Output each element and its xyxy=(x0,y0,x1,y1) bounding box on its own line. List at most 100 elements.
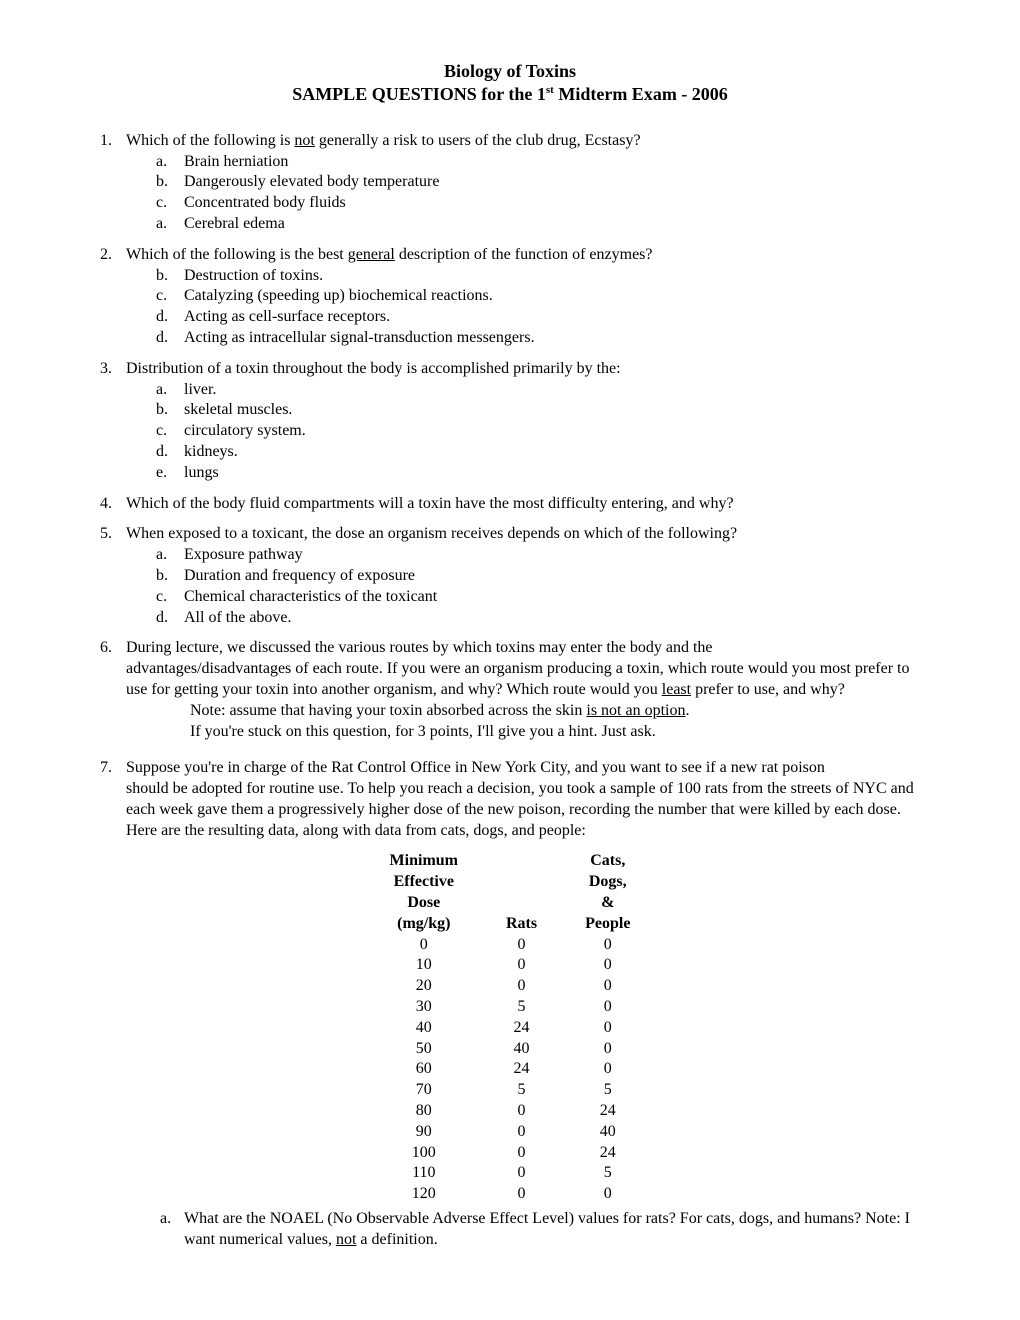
q2-option-b: c.Catalyzing (speeding up) biochemical r… xyxy=(156,286,920,307)
q3-opt-e-text: lungs xyxy=(184,463,219,484)
q3-opt-a-label: a. xyxy=(156,380,184,401)
question-5-text: When exposed to a toxicant, the dose an … xyxy=(126,524,920,545)
table-row: 60240 xyxy=(366,1059,655,1080)
q2-text-underline: general xyxy=(348,246,395,263)
th-cats-l2: Dogs, xyxy=(589,873,627,890)
cell-cats: 0 xyxy=(561,1039,654,1060)
th-dose-l3: Dose xyxy=(407,894,440,911)
cell-cats: 5 xyxy=(561,1163,654,1184)
table-row: 40240 xyxy=(366,1018,655,1039)
q2-opt-d-label: d. xyxy=(156,328,184,349)
subtitle-part-b: Midterm Exam - 2006 xyxy=(554,84,728,104)
question-3-number: 3. xyxy=(100,359,126,484)
q3-option-c: c.circulatory system. xyxy=(156,421,920,442)
cell-dose: 100 xyxy=(366,1143,482,1164)
q6-note1: Note: assume that having your toxin abso… xyxy=(190,701,920,722)
cell-dose: 60 xyxy=(366,1059,482,1080)
q5-opt-d-label: d. xyxy=(156,608,184,629)
cell-rats: 0 xyxy=(482,1122,561,1143)
question-5-number: 5. xyxy=(100,524,126,628)
question-2: 2. Which of the following is the best ge… xyxy=(100,245,920,349)
question-1-text: Which of the following is not generally … xyxy=(126,131,920,152)
q3-option-a: a.liver. xyxy=(156,380,920,401)
cell-rats: 5 xyxy=(482,997,561,1018)
q1-opt-d-label: a. xyxy=(156,214,184,235)
cell-cats: 0 xyxy=(561,1018,654,1039)
q6-line1: During lecture, we discussed the various… xyxy=(126,638,920,659)
cell-cats: 0 xyxy=(561,976,654,997)
table-row: 80024 xyxy=(366,1101,655,1122)
table-row: 90040 xyxy=(366,1122,655,1143)
q2-opt-c-text: Acting as cell-surface receptors. xyxy=(184,307,390,328)
q1-text-a: Which of the following is xyxy=(126,132,294,149)
cell-cats: 0 xyxy=(561,955,654,976)
subtitle-part-a: SAMPLE QUESTIONS for the 1 xyxy=(292,84,546,104)
cell-cats: 0 xyxy=(561,997,654,1018)
question-6: 6. During lecture, we discussed the vari… xyxy=(100,638,920,659)
q3-opt-c-label: c. xyxy=(156,421,184,442)
q1-text-b: generally a risk to users of the club dr… xyxy=(315,132,641,149)
q3-opt-b-text: skeletal muscles. xyxy=(184,400,292,421)
cell-dose: 30 xyxy=(366,997,482,1018)
table-header-rats: Rats xyxy=(482,851,561,934)
q6-line2-b: prefer to use, and why? xyxy=(691,681,845,698)
q3-opt-c-text: circulatory system. xyxy=(184,421,306,442)
cell-rats: 24 xyxy=(482,1059,561,1080)
cell-cats: 5 xyxy=(561,1080,654,1101)
question-7-number: 7. xyxy=(100,758,126,779)
q1-option-d: a.Cerebral edema xyxy=(156,214,920,235)
cell-rats: 0 xyxy=(482,1143,561,1164)
q2-opt-c-label: d. xyxy=(156,307,184,328)
q5-opt-c-text: Chemical characteristics of the toxicant xyxy=(184,587,437,608)
cell-rats: 0 xyxy=(482,1163,561,1184)
q5-opt-b-label: b. xyxy=(156,566,184,587)
cell-dose: 70 xyxy=(366,1080,482,1101)
question-3-text: Distribution of a toxin throughout the b… xyxy=(126,359,920,380)
q6-line2: advantages/disadvantages of each route. … xyxy=(126,659,920,701)
q7-sub-a: a. What are the NOAEL (No Observable Adv… xyxy=(160,1209,920,1251)
cell-dose: 50 xyxy=(366,1039,482,1060)
q5-opt-c-label: c. xyxy=(156,587,184,608)
q7-line1: Suppose you're in charge of the Rat Cont… xyxy=(126,758,920,779)
cell-cats: 0 xyxy=(561,1184,654,1205)
q2-option-a: b.Destruction of toxins. xyxy=(156,266,920,287)
table-row: 11005 xyxy=(366,1163,655,1184)
question-2-text: Which of the following is the best gener… xyxy=(126,245,920,266)
q3-option-b: b.skeletal muscles. xyxy=(156,400,920,421)
table-header-dose: Minimum Effective Dose (mg/kg) xyxy=(366,851,482,934)
table-row: 2000 xyxy=(366,976,655,997)
q5-option-a: a.Exposure pathway xyxy=(156,545,920,566)
th-dose-l1: Minimum xyxy=(390,852,458,869)
q1-option-a: a.Brain herniation xyxy=(156,152,920,173)
q1-opt-d-text: Cerebral edema xyxy=(184,214,285,235)
cell-rats: 0 xyxy=(482,976,561,997)
q3-opt-d-label: d. xyxy=(156,442,184,463)
question-7: 7. Suppose you're in charge of the Rat C… xyxy=(100,758,920,779)
q1-opt-a-label: a. xyxy=(156,152,184,173)
q2-opt-b-label: c. xyxy=(156,286,184,307)
q6-note1-b: . xyxy=(685,702,689,719)
cell-dose: 110 xyxy=(366,1163,482,1184)
th-cats-l1: Cats, xyxy=(590,852,625,869)
th-dose-l4: (mg/kg) xyxy=(397,915,450,932)
table-row: 100024 xyxy=(366,1143,655,1164)
cell-rats: 0 xyxy=(482,1101,561,1122)
q6-line2-u: least xyxy=(662,681,691,698)
table-row: 50400 xyxy=(366,1039,655,1060)
page-subtitle: SAMPLE QUESTIONS for the 1st Midterm Exa… xyxy=(100,83,920,106)
question-4-text: Which of the body fluid compartments wil… xyxy=(126,494,920,515)
q3-opt-d-text: kidneys. xyxy=(184,442,238,463)
th-cats-l4: People xyxy=(585,915,630,932)
question-1-number: 1. xyxy=(100,131,126,235)
cell-rats: 5 xyxy=(482,1080,561,1101)
q7-line2: should be adopted for routine use. To he… xyxy=(126,779,920,841)
cell-cats: 24 xyxy=(561,1143,654,1164)
question-4: 4. Which of the body fluid compartments … xyxy=(100,494,920,515)
q3-opt-a-text: liver. xyxy=(184,380,216,401)
q7-sub-a-u: not xyxy=(336,1231,356,1248)
q2-opt-a-text: Destruction of toxins. xyxy=(184,266,323,287)
cell-rats: 24 xyxy=(482,1018,561,1039)
q5-option-d: d.All of the above. xyxy=(156,608,920,629)
q5-opt-d-text: All of the above. xyxy=(184,608,292,629)
q5-option-b: b.Duration and frequency of exposure xyxy=(156,566,920,587)
